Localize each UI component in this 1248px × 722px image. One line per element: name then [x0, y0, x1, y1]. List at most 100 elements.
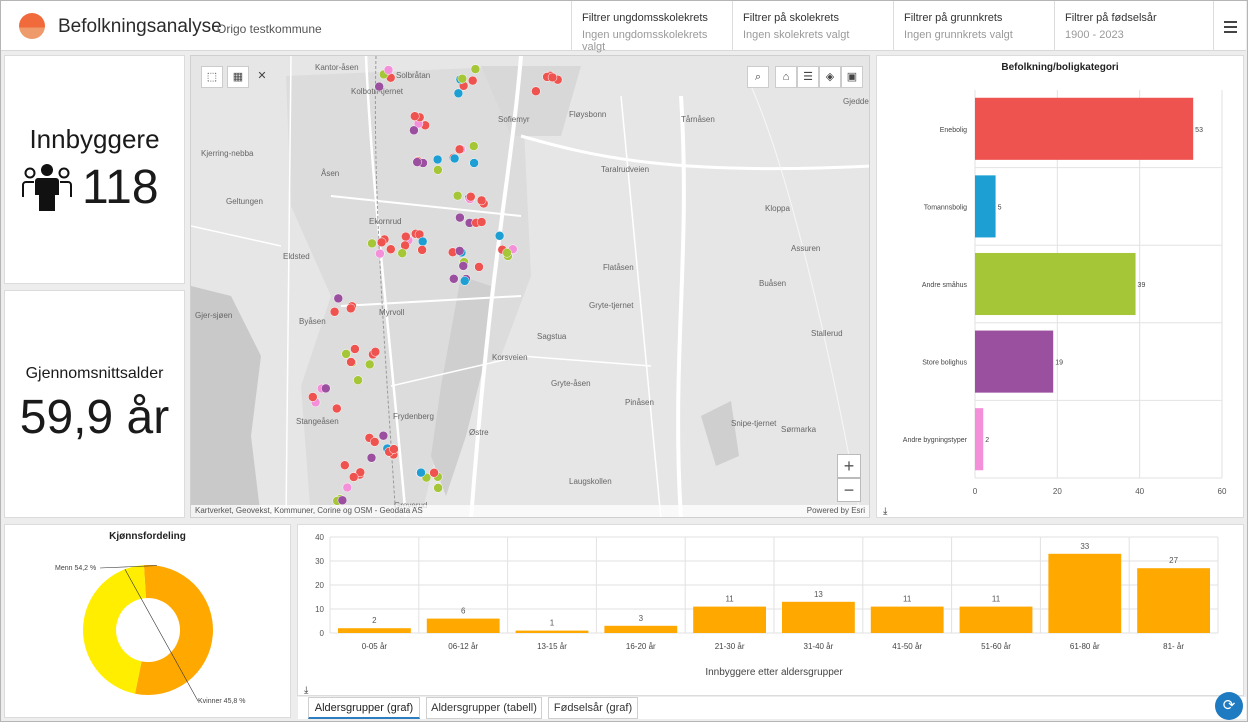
- map-place-label: Ekornrud: [369, 217, 401, 226]
- map-attribution-text: Kartverket, Geovekst, Kommuner, Corine o…: [195, 506, 423, 515]
- category-label: Andre bygningstyper: [903, 437, 968, 444]
- layers-icon[interactable]: ◈: [819, 66, 841, 88]
- map-place-label: Gryte-åsen: [551, 379, 591, 388]
- population-point: [375, 248, 385, 259]
- data-label: 1: [550, 619, 555, 628]
- data-label: 5: [998, 204, 1002, 211]
- legend-icon[interactable]: ☰: [797, 66, 819, 88]
- population-point: [433, 165, 443, 175]
- population-point: [469, 158, 479, 168]
- map-basemap: Kantor-åsen Solbråtan Kolbotn-tjernet Kj…: [191, 56, 869, 517]
- tab-aldersgrupper-tabell[interactable]: Aldersgrupper (tabell): [426, 697, 542, 719]
- bar: [1048, 553, 1122, 633]
- filter-label: Filtrer på skolekrets: [743, 12, 839, 24]
- filter-label: Filtrer på fødselsår: [1065, 12, 1157, 24]
- category-label: 61-80 år: [1070, 642, 1100, 651]
- gender-chart-title: Kjønnsfordeling: [109, 531, 186, 542]
- download-icon[interactable]: ⤓: [304, 685, 309, 696]
- basemap-gallery-icon[interactable]: ▣: [841, 66, 863, 88]
- zoom-in-button[interactable]: +: [837, 454, 861, 478]
- chart-tab-bar: Aldersgrupper (graf) Aldersgrupper (tabe…: [298, 697, 1246, 719]
- refresh-icon[interactable]: ⟳: [1215, 692, 1243, 720]
- housing-chart-panel: Befolkning/boligkategori 0 20 40 60 Enebolig…: [876, 55, 1244, 518]
- bar: [781, 601, 855, 633]
- y-tick-label: 20: [315, 581, 324, 590]
- category-label: 16-20 år: [626, 642, 656, 651]
- map-place-label: Stallerud: [811, 329, 843, 338]
- home-icon[interactable]: ⌂: [775, 66, 797, 88]
- population-point: [383, 65, 394, 75]
- population-point: [459, 276, 470, 286]
- population-point: [341, 349, 351, 359]
- population-point: [308, 392, 318, 402]
- category-label: Store bolighus: [922, 360, 967, 367]
- x-tick-label: 20: [1053, 487, 1062, 496]
- map-view[interactable]: Kantor-åsen Solbråtan Kolbotn-tjernet Kj…: [190, 55, 870, 518]
- map-place-label: Korsveien: [492, 353, 528, 362]
- filter-skolekrets[interactable]: Filtrer på skolekrets Ingen skolekrets v…: [732, 1, 893, 51]
- population-point: [342, 482, 353, 493]
- map-place-label: Åsen: [321, 169, 339, 178]
- population-point: [329, 307, 340, 317]
- filter-fodselsar[interactable]: Filtrer på fødselsår 1900 - 2023: [1054, 1, 1215, 51]
- data-label: 6: [461, 607, 466, 616]
- tab-fodselsar-graf[interactable]: Fødselsår (graf): [548, 697, 638, 719]
- filter-value: Ingen ungdomsskolekrets valgt: [582, 29, 708, 53]
- map-place-label: Byåsen: [299, 317, 326, 326]
- population-point: [410, 111, 420, 121]
- bar: [515, 630, 589, 633]
- powered-by-esri[interactable]: Powered by Esri: [806, 506, 865, 515]
- data-label: 11: [992, 595, 1001, 604]
- population-point: [476, 217, 487, 227]
- download-icon[interactable]: ⤓: [883, 506, 888, 517]
- population-value: 118: [82, 161, 159, 214]
- tab-aldersgrupper-graf[interactable]: Aldersgrupper (graf): [308, 697, 420, 719]
- population-point: [376, 237, 387, 248]
- population-point: [350, 344, 360, 354]
- gender-donut-chart: Menn 54,2 % Kvinner 45,8 %: [55, 565, 245, 705]
- category-label: Enebolig: [940, 127, 967, 134]
- map-place-label: Frydenberg: [393, 412, 434, 421]
- pie-slice: [135, 565, 213, 695]
- clear-selection-icon[interactable]: ✕: [257, 70, 267, 82]
- bar: [337, 628, 411, 633]
- bar: [1137, 568, 1211, 633]
- hamburger-menu-icon[interactable]: [1213, 1, 1246, 51]
- lasso-tool-icon[interactable]: ▦: [227, 66, 249, 88]
- slice-label: Menn 54,2 %: [55, 565, 96, 572]
- population-point: [467, 75, 478, 86]
- map-place-label: Buåsen: [759, 279, 786, 288]
- population-point: [466, 191, 476, 202]
- data-label: 33: [1080, 542, 1089, 551]
- category-label: 81- år: [1163, 642, 1184, 651]
- category-label: 31-40 år: [804, 642, 834, 651]
- filter-ungdomsskolekrets[interactable]: Filtrer ungdomsskolekrets Ingen ungdomss…: [571, 1, 732, 53]
- filter-grunnkrets[interactable]: Filtrer på grunnkrets Ingen grunnkrets v…: [893, 1, 1054, 51]
- category-label: 0-05 år: [362, 642, 388, 651]
- map-place-label: Myrvoll: [379, 308, 405, 317]
- population-indicator: Innbyggere 118: [4, 55, 185, 284]
- filter-value: 1900 - 2023: [1065, 29, 1124, 41]
- filter-value: Ingen grunnkrets valgt: [904, 29, 1013, 41]
- select-tool-icon[interactable]: ⬚: [201, 66, 223, 88]
- map-place-label: Kolbotn-tjernet: [351, 87, 404, 96]
- map-place-label: Sagstua: [537, 332, 567, 341]
- population-point: [476, 195, 487, 206]
- map-place-label: Fløysbonn: [569, 110, 606, 119]
- population-point: [370, 347, 381, 357]
- zoom-out-button[interactable]: −: [837, 478, 861, 502]
- bar: [975, 330, 1054, 393]
- bar: [693, 606, 767, 633]
- population-point: [389, 444, 399, 454]
- bar: [604, 625, 678, 633]
- filter-label: Filtrer på grunnkrets: [904, 12, 1003, 24]
- population-point: [386, 244, 396, 254]
- population-point: [353, 375, 363, 385]
- search-icon[interactable]: ⌕: [747, 66, 769, 88]
- population-point: [449, 274, 459, 284]
- population-point: [417, 236, 428, 247]
- bar: [870, 606, 944, 633]
- population-point: [416, 467, 426, 478]
- population-point: [355, 467, 366, 478]
- population-point: [374, 81, 384, 92]
